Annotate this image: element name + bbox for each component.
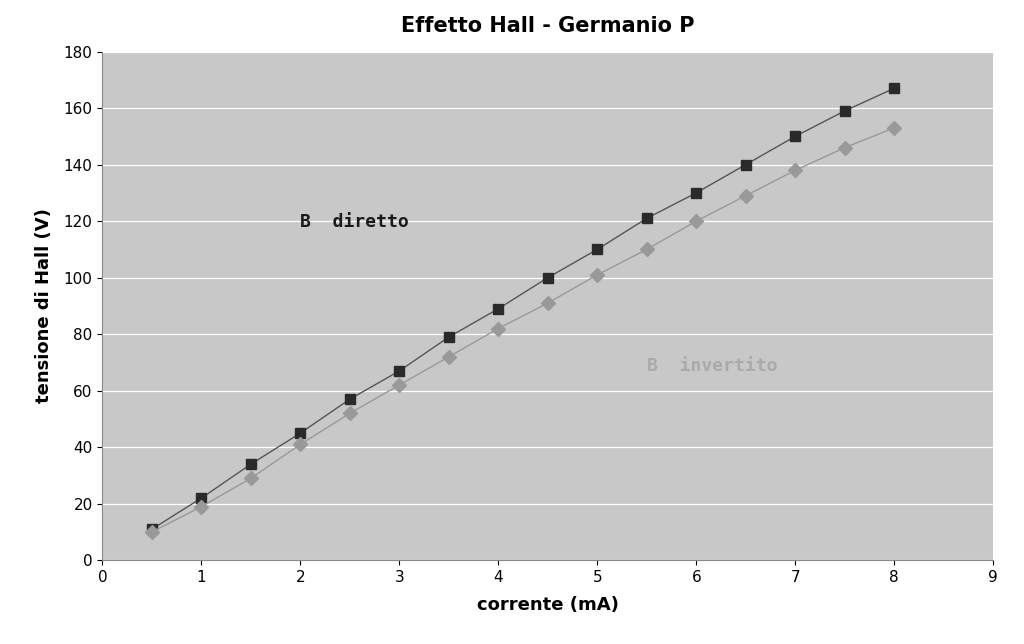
Text: B  diretto: B diretto	[300, 213, 410, 231]
Y-axis label: tensione di Hall (V): tensione di Hall (V)	[35, 209, 52, 403]
Text: B  invertito: B invertito	[647, 357, 777, 375]
X-axis label: corrente (mA): corrente (mA)	[477, 596, 618, 614]
Title: Effetto Hall - Germanio P: Effetto Hall - Germanio P	[401, 16, 694, 36]
